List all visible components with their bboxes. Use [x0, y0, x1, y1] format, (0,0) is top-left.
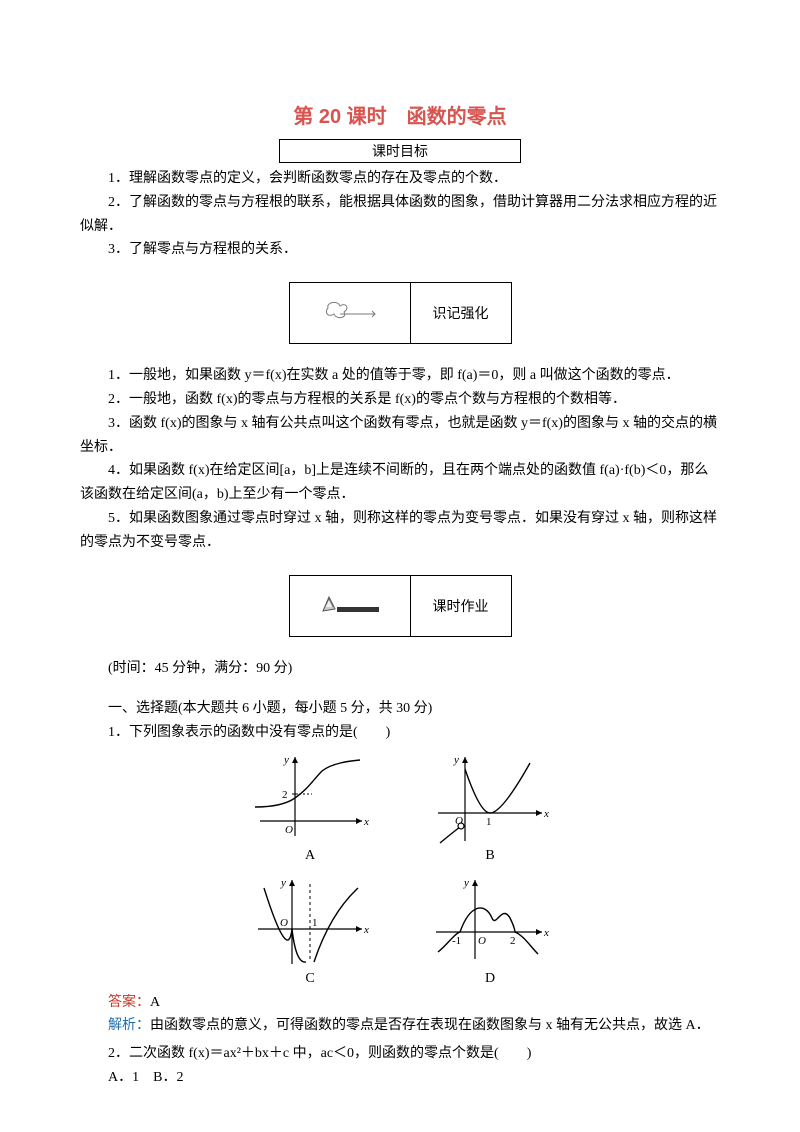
homework-label: 课时作业 [411, 576, 511, 636]
q1-analysis: 解析：由函数零点的意义，可得函数的零点是否存在表现在函数图象与 x 轴有无公共点… [80, 1014, 720, 1038]
memo-5: 5．如果函数图象通过零点时穿过 x 轴，则称这样的零点为变号零点．如果没有穿过 … [80, 507, 720, 555]
origin-label: O [280, 917, 288, 929]
axis-x-label: x [543, 808, 549, 820]
mc-header: 一、选择题(本大题共 6 小题，每小题 5 分，共 30 分) [80, 697, 720, 717]
memo-box: 识记强化 [289, 282, 512, 344]
chart-d: x y O -1 2 D [430, 874, 550, 987]
analysis-label: 解析： [108, 1018, 150, 1033]
charts-row-2: x y O 1 C x y O [80, 874, 720, 987]
chart-d-label: D [430, 971, 550, 987]
axis-y-label: y [453, 754, 459, 766]
q2-options: A．1 B．2 [80, 1066, 720, 1086]
analysis-text: 由函数零点的意义，可得函数的零点是否存在表现在函数图象与 x 轴有无公共点，故选… [150, 1018, 710, 1033]
q1-text: 1．下列图象表示的函数中没有零点的是( ) [80, 721, 720, 741]
memo-icon-cell [290, 283, 411, 343]
axis-x-label: x [543, 927, 549, 939]
memo-4: 4．如果函数 f(x)在给定区间[a，b]上是连续不间断的，且在两个端点处的函数… [80, 459, 720, 507]
q2-text: 2．二次函数 f(x)＝ax²＋bx＋c 中，ac＜0，则函数的零点个数是( ) [80, 1042, 720, 1062]
homework-box: 课时作业 [289, 575, 512, 637]
chart-c-xtick: 1 [312, 917, 318, 929]
memo-label: 识记强化 [411, 283, 511, 343]
axis-x-label: x [363, 924, 369, 936]
objective-box: 课时目标 [279, 139, 521, 163]
objective-2: 2．了解函数的零点与方程根的联系，能根据具体函数的图象，借助计算器用二分法求相应… [80, 191, 720, 239]
objective-1: 1．理解函数零点的定义，会判断函数零点的存在及零点的个数． [80, 167, 720, 191]
origin-label: O [478, 935, 486, 947]
chart-a-ytick: 2 [282, 789, 288, 801]
origin-label: O [285, 824, 293, 836]
answer-label: 答案： [108, 995, 150, 1010]
q1-answer-line: 答案：A [80, 991, 720, 1015]
chart-b: x y O 1 B [430, 751, 550, 864]
objective-3: 3．了解零点与方程根的关系． [80, 238, 720, 262]
memo-3: 3．函数 f(x)的图象与 x 轴有公共点叫这个函数有零点，也就是函数 y＝f(… [80, 412, 720, 460]
chart-b-xtick: 1 [486, 816, 492, 828]
pencil-icon [315, 591, 385, 621]
memo-1: 1．一般地，如果函数 y＝f(x)在实数 a 处的值等于零，即 f(a)＝0，则… [80, 364, 720, 388]
axis-y-label: y [280, 877, 286, 889]
answer-value: A [150, 995, 160, 1010]
chart-a: x y O 2 A [250, 751, 370, 864]
time-note: (时间：45 分钟，满分：90 分) [80, 657, 720, 677]
page-title: 第 20 课时 函数的零点 [80, 100, 720, 129]
chart-d-xtick-pos: 2 [510, 935, 516, 947]
brain-icon [320, 298, 380, 328]
homework-icon-cell [290, 576, 411, 636]
chart-a-label: A [250, 848, 370, 864]
axis-y-label: y [463, 877, 469, 889]
memo-2: 2．一般地，函数 f(x)的零点与方程根的关系是 f(x)的零点个数与方程根的个… [80, 388, 720, 412]
axis-x-label: x [363, 816, 369, 828]
charts-row-1: x y O 2 A x y O 1 [80, 751, 720, 864]
axis-y-label: y [283, 754, 289, 766]
chart-b-label: B [430, 848, 550, 864]
chart-c: x y O 1 C [250, 874, 370, 987]
chart-c-label: C [250, 971, 370, 987]
